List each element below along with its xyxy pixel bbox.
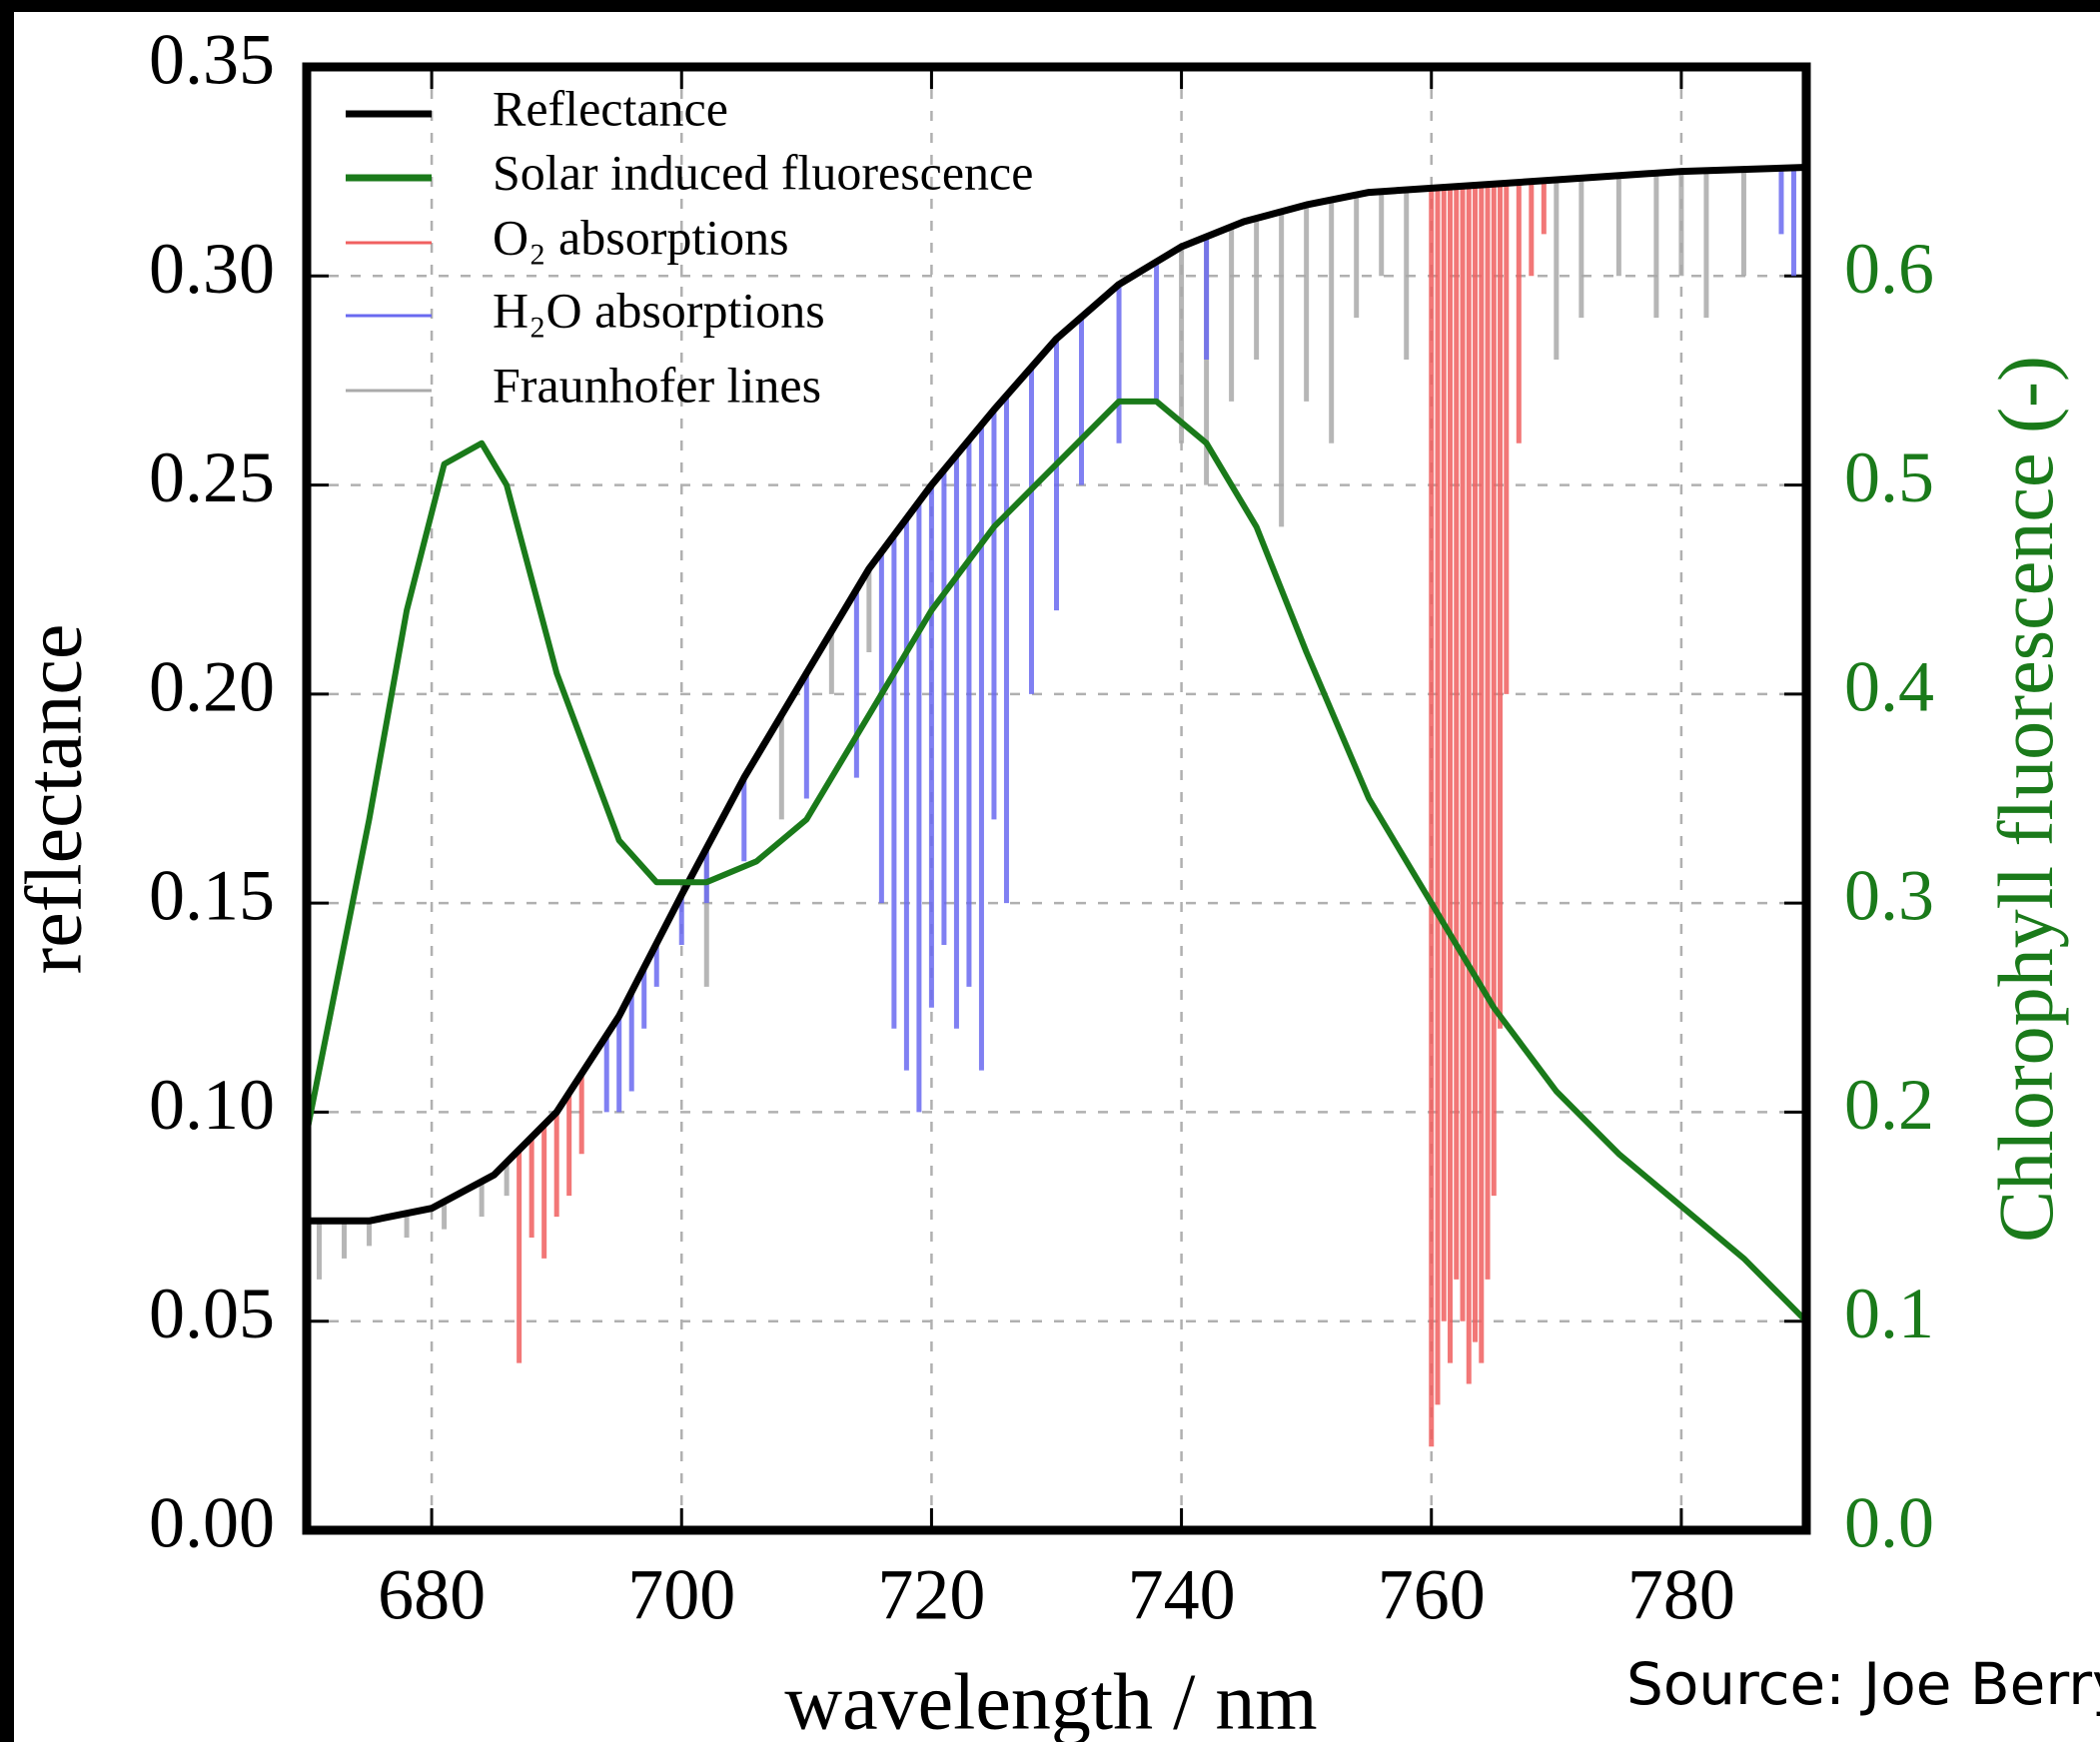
x-tick-label: 720 [877,1555,985,1635]
y-tick-label: 0.10 [149,1065,275,1145]
frame-left [0,0,14,1742]
y2-tick-label: 0.3 [1844,856,1934,936]
y2-tick-label: 0.4 [1844,646,1934,726]
series-line [304,398,1809,1323]
y-tick-label: 0.35 [149,20,275,100]
plot-area: Reflectance Solar induced fluorescence O₂ … [302,62,1811,1535]
legend-label: Solar induced fluorescence [493,144,1033,200]
y2-tick-label: 0.2 [1844,1065,1934,1145]
x-tick-label: 700 [627,1555,735,1635]
source-note: Source: Joe Berry [1626,1650,2100,1718]
y-tick-label: 0.25 [149,437,275,517]
legend-label: Reflectance [493,80,728,136]
x-axis-label: wavelength / nm [784,1658,1317,1742]
legend-label: Fraunhofer lines [493,357,821,413]
y-tick-label: 0.05 [149,1274,275,1353]
x-tick-label: 760 [1378,1555,1486,1635]
y-tick-label: 0.20 [149,646,275,726]
y-tick-label: 0.15 [149,856,275,936]
frame-top [0,0,2100,12]
y-axis-label: reflectance [10,624,98,975]
plot-frame [302,62,1811,1535]
x-tick-label: 740 [1128,1555,1236,1635]
y2-axis-label: Chlorophyll fluorescence (-) [1982,356,2069,1243]
y2-tick-label: 0.1 [1844,1274,1934,1353]
legend-label: H₂O absorptions [493,282,825,338]
legend-label: O₂ absorptions [493,209,789,265]
y-tick-label: 0.30 [149,229,275,309]
x-tick-label: 680 [378,1555,486,1635]
series-line [307,164,1807,1225]
y-tick-label: 0.00 [149,1483,275,1563]
y2-tick-label: 0.6 [1844,229,1934,309]
x-tick-label: 780 [1627,1555,1735,1635]
y2-tick-label: 0.0 [1844,1483,1934,1563]
y2-tick-label: 0.5 [1844,437,1934,517]
